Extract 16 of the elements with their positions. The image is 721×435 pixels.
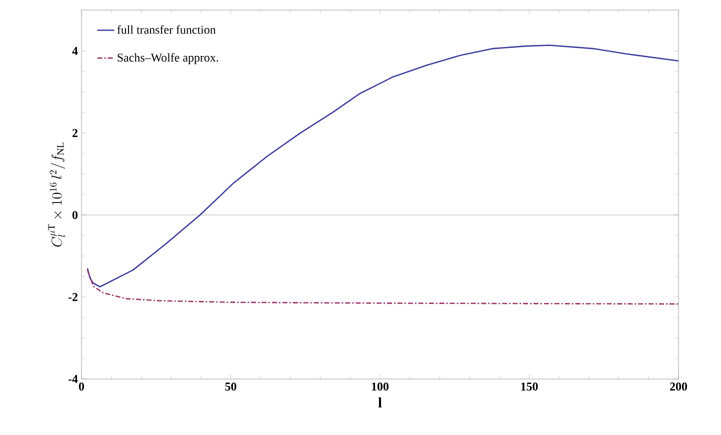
y-tick-label: 2 [72, 129, 78, 137]
legend-label: full transfer function [117, 25, 216, 34]
x-axis-title: l [378, 397, 382, 408]
y-tick-label: -4 [68, 375, 78, 383]
x-tick-label: 50 [225, 382, 236, 391]
x-tick-label: 0 [78, 382, 84, 391]
legend-label: Sachs–Wolfe approx. [118, 53, 218, 64]
y-axis-title: $C_l^{\mu\mathrm{T}}\times 10^{16}\, l^{2}/f_{\mathrm{NL}}$ [48, 142, 66, 247]
x-tick-label: 200 [670, 382, 688, 391]
x-tick-label: 150 [521, 382, 538, 391]
line-series [86, 269, 679, 305]
y-tick-label: -2 [68, 293, 78, 301]
line-series [86, 44, 679, 288]
y-tick-label: 0 [72, 210, 78, 220]
x-tick-label: 100 [372, 382, 389, 391]
y-tick-label: 4 [72, 47, 78, 55]
